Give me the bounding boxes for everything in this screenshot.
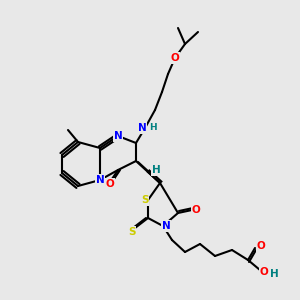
Text: O: O	[260, 267, 268, 277]
Text: N: N	[114, 131, 122, 141]
Text: S: S	[128, 227, 136, 237]
Text: O: O	[171, 53, 179, 63]
Text: N: N	[138, 123, 146, 133]
Text: H: H	[152, 165, 160, 175]
Text: H: H	[149, 124, 157, 133]
Text: S: S	[141, 195, 149, 205]
Text: H: H	[270, 269, 278, 279]
Text: O: O	[256, 241, 266, 251]
Text: N: N	[162, 221, 170, 231]
Text: N: N	[96, 175, 104, 185]
Text: O: O	[106, 179, 114, 189]
Text: O: O	[192, 205, 200, 215]
